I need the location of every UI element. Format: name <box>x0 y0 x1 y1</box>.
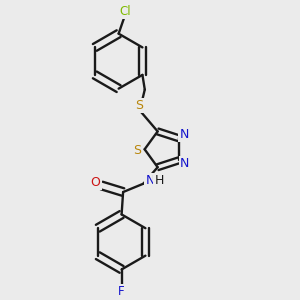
Text: N: N <box>180 157 189 170</box>
Text: S: S <box>135 99 143 112</box>
Text: O: O <box>91 176 100 189</box>
Text: H: H <box>154 174 164 187</box>
Text: N: N <box>179 128 189 141</box>
Text: S: S <box>133 144 141 157</box>
Text: Cl: Cl <box>120 5 131 18</box>
Text: F: F <box>118 285 125 298</box>
Text: N: N <box>145 174 155 187</box>
